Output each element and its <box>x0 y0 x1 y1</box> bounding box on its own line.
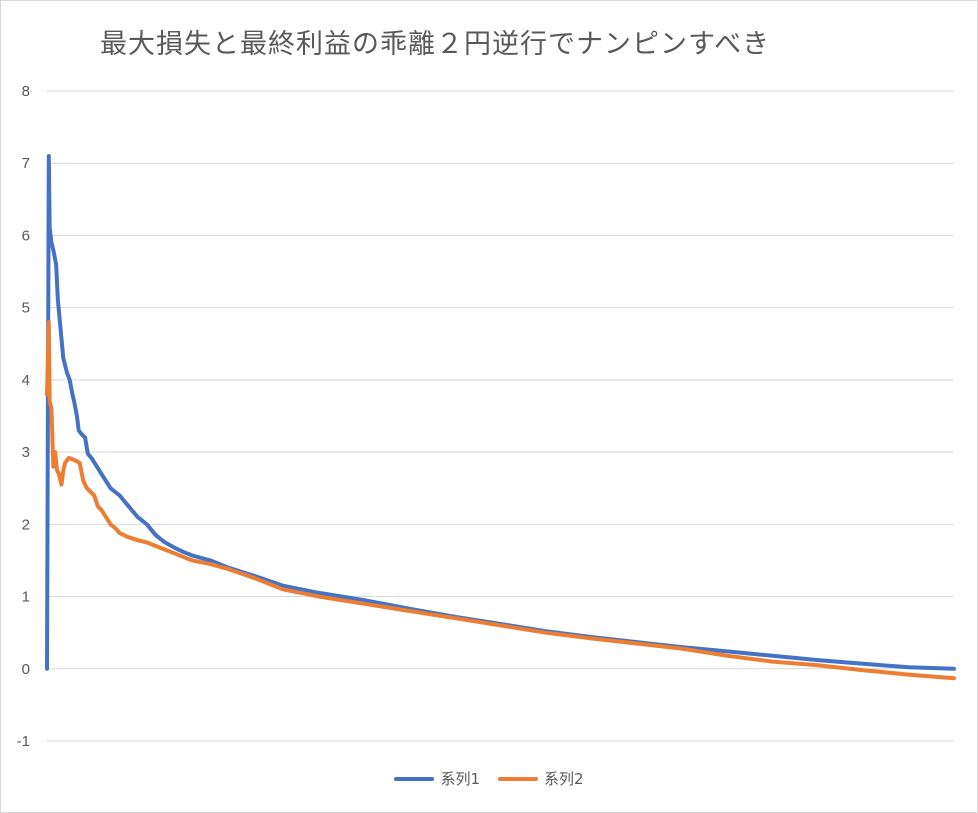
y-tick-label: 5 <box>22 300 30 317</box>
y-tick-label: 7 <box>22 155 30 172</box>
y-tick-label: 0 <box>22 661 30 678</box>
series-line-2 <box>45 320 956 681</box>
legend-label-series-1: 系列1 <box>440 770 480 788</box>
y-tick-label: 3 <box>22 444 30 461</box>
y-tick-label: 8 <box>22 83 30 100</box>
y-axis-tick-labels: 8 7 6 5 4 3 2 1 0 -1 <box>17 83 30 750</box>
gridlines <box>47 90 954 742</box>
legend-item-series-1: 系列1 <box>394 768 480 789</box>
y-tick-label: -1 <box>17 733 30 750</box>
legend: 系列1 系列2 <box>0 768 978 789</box>
y-tick-label: 6 <box>22 227 30 244</box>
y-tick-label: 1 <box>22 589 30 606</box>
chart-title: 最大損失と最終利益の乖離２円逆行でナンピンすべき <box>100 29 771 60</box>
legend-label-series-2: 系列2 <box>544 770 584 788</box>
series-lines <box>45 154 956 681</box>
legend-swatch-series-1 <box>394 776 435 781</box>
series-line-1 <box>45 154 956 671</box>
y-tick-label: 4 <box>22 372 30 389</box>
legend-swatch-series-2 <box>498 776 538 781</box>
legend-item-series-2: 系列2 <box>498 768 584 789</box>
y-tick-label: 2 <box>22 516 30 533</box>
